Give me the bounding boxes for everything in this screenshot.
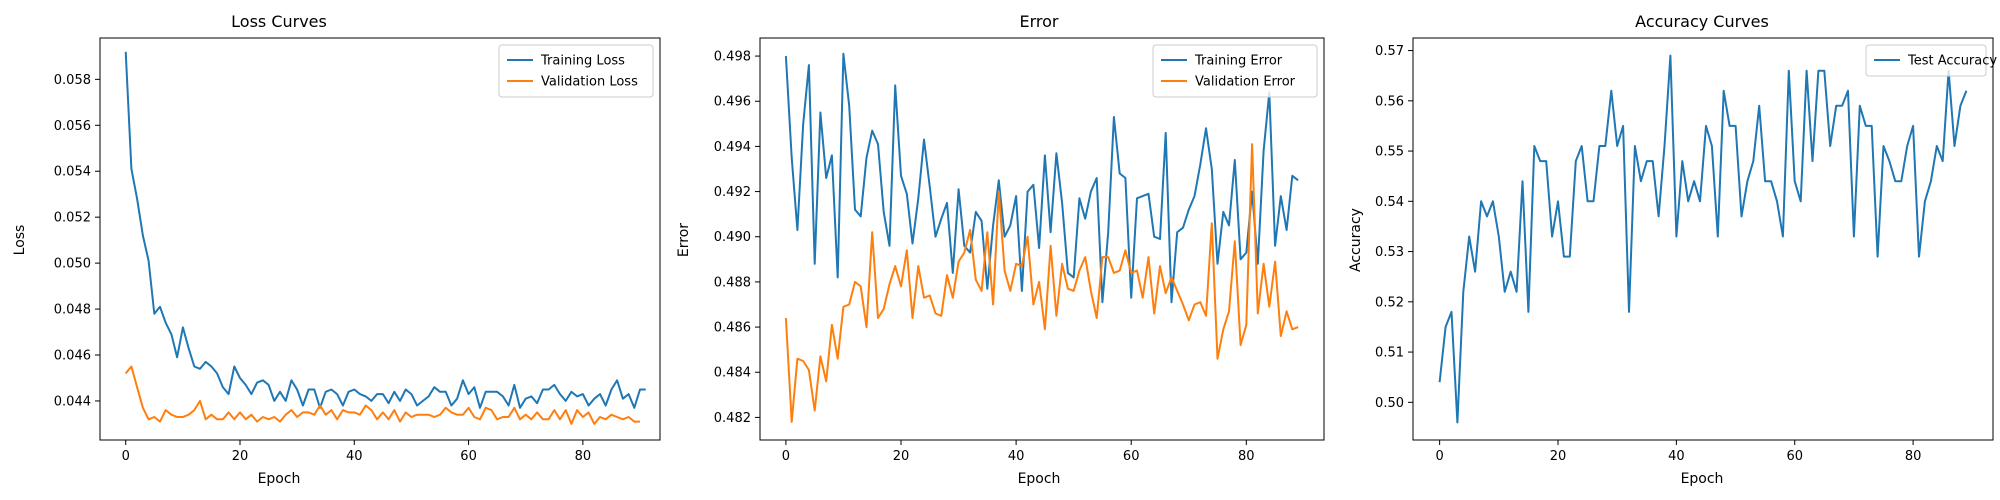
y-tick-label: 0.048: [54, 303, 91, 318]
y-tick-label: 0.54: [1375, 195, 1404, 210]
x-axis-label: Epoch: [1681, 471, 1724, 487]
legend-box: [1865, 44, 1987, 77]
y-tick-label: 0.490: [714, 230, 751, 245]
axes-frame: [1412, 37, 1994, 441]
x-tick-label: 0: [1435, 449, 1443, 464]
y-tick-label: 0.050: [54, 257, 91, 272]
y-tick-label: 0.484: [714, 366, 751, 381]
series-line: [124, 365, 640, 425]
y-tick-label: 0.486: [714, 321, 751, 336]
y-tick-label: 0.52: [1375, 295, 1404, 310]
x-tick-label: 60: [1786, 449, 1803, 464]
y-tick-label: 0.53: [1375, 245, 1404, 260]
y-tick-label: 0.494: [714, 140, 751, 155]
y-tick-label: 0.482: [714, 411, 751, 426]
y-tick-label: 0.56: [1375, 94, 1404, 109]
x-tick-label: 40: [346, 449, 363, 464]
axes-frame: [99, 37, 661, 441]
panel-title: Error: [1020, 12, 1059, 31]
series-line: [784, 143, 1299, 423]
x-tick-label: 0: [122, 449, 130, 464]
x-tick-label: 80: [1238, 449, 1255, 464]
series-line: [1438, 54, 1968, 424]
x-tick-label: 20: [1550, 449, 1567, 464]
legend-label: Validation Loss: [541, 75, 638, 90]
x-tick-label: 60: [1123, 449, 1140, 464]
y-axis-label: Error: [676, 223, 692, 257]
legend-label: Validation Error: [1195, 75, 1296, 90]
y-tick-label: 0.498: [714, 50, 751, 65]
plot-area: 0 20 40 60 80 0.482 0.484 0.486 0.488 0.490 0.492 0…: [714, 37, 1325, 464]
y-tick-label: 0.054: [54, 165, 91, 180]
x-tick-label: 20: [232, 449, 249, 464]
accuracy-curves-panel: Accuracy Curves 0 20 40 60 80 0.50 0.51 0.52 0.5…: [1348, 12, 1997, 487]
y-tick-label: 0.492: [714, 185, 751, 200]
x-tick-label: 80: [575, 449, 592, 464]
x-axis-label: Epoch: [1018, 471, 1061, 487]
axes-frame: [759, 37, 1325, 441]
x-tick-label: 60: [460, 449, 477, 464]
y-tick-label: 0.058: [54, 73, 91, 88]
panel-title: Loss Curves: [231, 12, 327, 31]
y-axis-label: Loss: [12, 225, 28, 256]
legend-label: Training Error: [1194, 54, 1283, 69]
y-tick-label: 0.55: [1375, 145, 1404, 160]
y-tick-label: 0.052: [54, 211, 91, 226]
y-tick-label: 0.51: [1375, 346, 1404, 361]
error-panel: Error 0 20 40 60 80 0.482 0.484 0.486 0.488 0.490…: [676, 12, 1325, 487]
series-line: [784, 52, 1299, 304]
y-tick-label: 0.046: [54, 349, 91, 364]
x-tick-label: 0: [782, 449, 790, 464]
y-axis-label: Accuracy: [1348, 208, 1364, 272]
y-tick-label: 0.044: [54, 394, 91, 409]
y-tick-label: 0.50: [1375, 396, 1404, 411]
y-tick-label: 0.496: [714, 95, 751, 110]
series-line: [124, 51, 646, 409]
y-tick-label: 0.056: [54, 119, 91, 134]
x-tick-label: 20: [893, 449, 910, 464]
y-tick-label: 0.488: [714, 275, 751, 290]
y-tick-label: 0.57: [1375, 44, 1404, 59]
x-tick-label: 40: [1008, 449, 1025, 464]
plot-area: 0 20 40 60 80 0.044 0.046 0.048 0.050 0.052 0.054 0…: [54, 37, 661, 464]
legend-label: Training Loss: [540, 54, 625, 69]
legend-box: [1152, 44, 1318, 98]
panel-title: Accuracy Curves: [1635, 12, 1769, 31]
legend-label: Test Accuracy: [1907, 54, 1997, 69]
loss-curves-panel: Loss Curves 0 20 40 60 80 0.044 0.046 0.048 0.05…: [12, 12, 661, 487]
x-axis-label: Epoch: [258, 471, 301, 487]
x-tick-label: 40: [1668, 449, 1685, 464]
legend-box: [498, 44, 654, 98]
plot-area: 0 20 40 60 80 0.50 0.51 0.52 0.53 0.54 0.55 0.56 0.5…: [1375, 37, 1997, 464]
x-tick-label: 80: [1905, 449, 1922, 464]
